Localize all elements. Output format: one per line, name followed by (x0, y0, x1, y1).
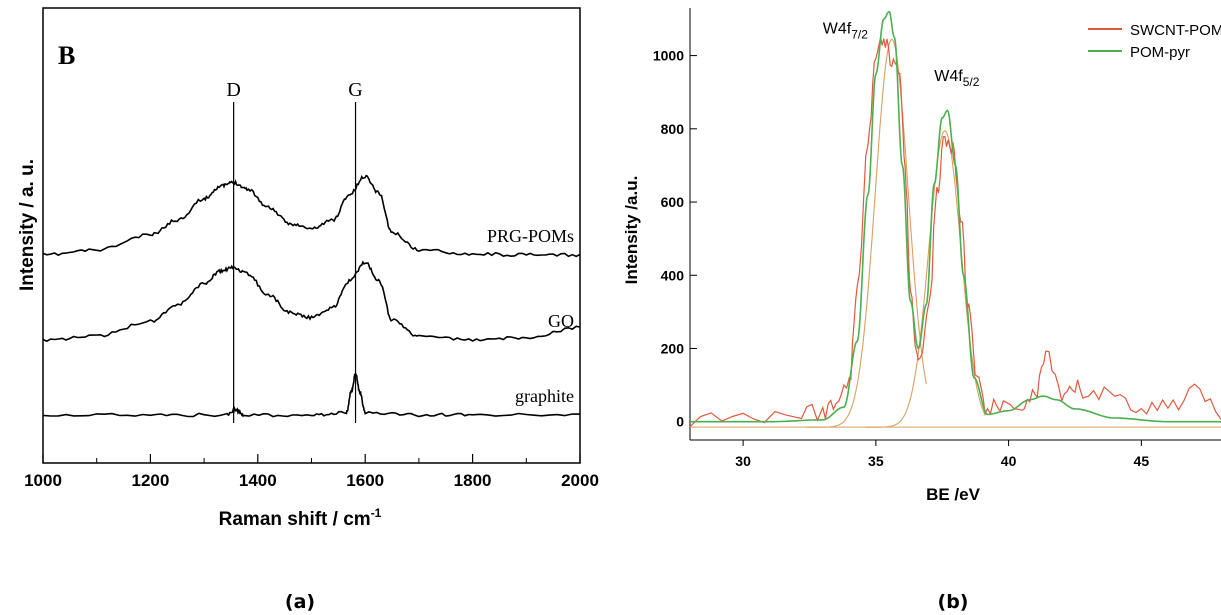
raman-x-tick-label: 1800 (454, 471, 492, 490)
legend-label-swcnt-pom: SWCNT-POM (1130, 22, 1221, 39)
xps-y-tick-label: 400 (661, 267, 685, 283)
xps-x-tick-label: 45 (1134, 453, 1150, 469)
raman-peak-label: G (348, 79, 362, 101)
raman-spectrum-prg-poms (42, 174, 581, 258)
raman-peak-label: D (226, 79, 240, 101)
raman-y-axis-label: Intensity / a. u. (17, 159, 38, 291)
xps-peak-annotation-subscript: 5/2 (963, 75, 980, 89)
xps-component-fit (865, 129, 986, 428)
xps-y-tick-label: 200 (661, 340, 685, 356)
raman-series-label: GO (548, 311, 574, 331)
xps-y-tick-label: 600 (661, 194, 685, 210)
xps-y-axis-label: Intensity /a.u. (622, 176, 641, 285)
xps-y-tick-label: 1000 (653, 48, 684, 64)
xps-chart-panel: BE /eV Intensity /a.u. (b) SWCNT-POM POM… (622, 8, 1221, 613)
xps-y-tick-label: 800 (661, 121, 685, 137)
legend-label-pom-pyr: POM-pyr (1130, 44, 1190, 61)
raman-series-label: PRG-POMs (487, 226, 574, 246)
xps-peak-annotation: W4f7/2 (823, 21, 868, 42)
raman-x-axis-label: Raman shift / cm-1 (219, 506, 382, 530)
xps-peak-annotation: W4f5/2 (934, 68, 979, 89)
raman-panel-label: B (58, 41, 75, 70)
raman-panel-caption: (a) (285, 591, 315, 613)
xps-peak-annotation-subscript: 7/2 (851, 28, 868, 42)
xps-y-tick-label: 0 (676, 414, 684, 430)
raman-x-tick-label: 1400 (239, 471, 277, 490)
xps-legend: SWCNT-POM POM-pyr (1088, 22, 1221, 61)
raman-series-label: graphite (515, 386, 574, 406)
xps-x-tick-label: 40 (1001, 453, 1017, 469)
raman-spectrum-graphite (42, 373, 581, 418)
raman-x-tick-label: 1000 (24, 471, 62, 490)
raman-x-tick-label: 2000 (561, 471, 599, 490)
raman-x-tick-label: 1200 (131, 471, 169, 490)
xps-x-tick-label: 30 (735, 453, 751, 469)
xps-series-swcnt-pom (689, 37, 1221, 428)
xps-series-pom-pyr (690, 10, 1221, 423)
raman-x-tick-label: 1600 (346, 471, 384, 490)
raman-spectrum-go (42, 260, 581, 343)
raman-chart-panel: B Raman shift / cm-1 Intensity / a. u. (… (17, 7, 599, 613)
xps-panel-caption: (b) (938, 591, 969, 613)
xps-x-tick-label: 35 (868, 453, 884, 469)
xps-x-axis-label: BE /eV (926, 485, 981, 504)
